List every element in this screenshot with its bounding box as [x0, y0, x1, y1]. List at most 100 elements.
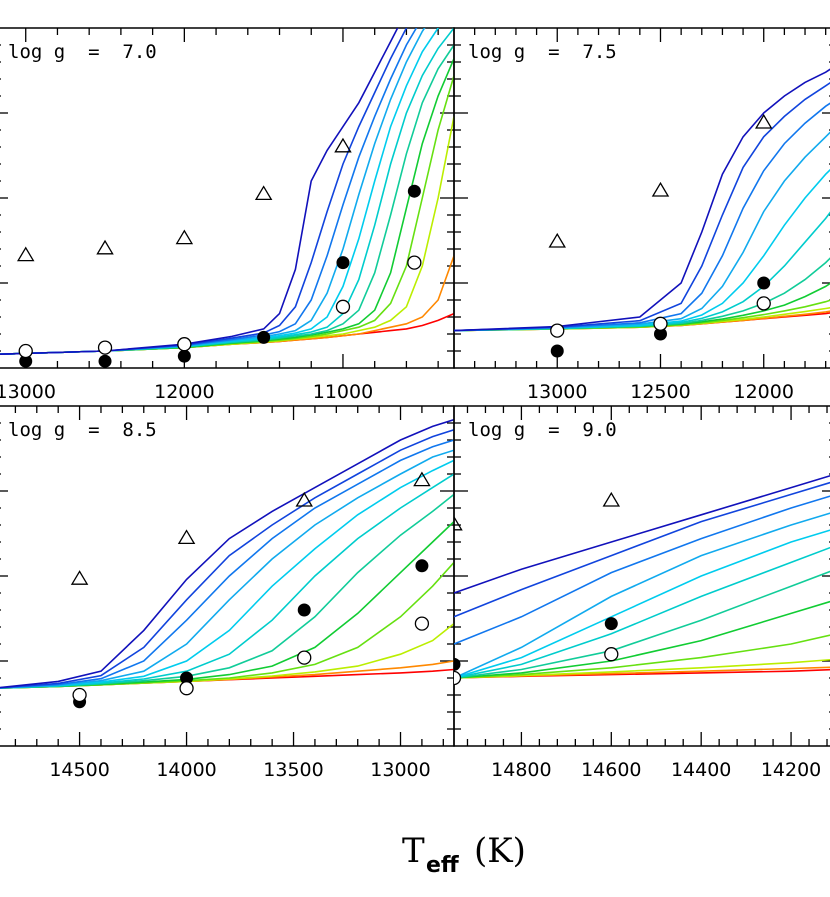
- model-curve-4: [454, 634, 830, 679]
- model-curve-10: [454, 495, 830, 645]
- open-circle-marker: [297, 650, 312, 665]
- x-axis-title: T eff (K): [402, 831, 526, 878]
- model-curve-3: [0, 116, 454, 356]
- panel-frame: [453, 405, 830, 747]
- open-circle-marker: [454, 670, 462, 686]
- open-triangle-marker: [454, 515, 463, 531]
- x-tick-label: 14500: [49, 759, 109, 781]
- panel-frame: [0, 405, 455, 747]
- model-curve-9: [0, 449, 454, 689]
- filled-circle-marker: [604, 617, 618, 631]
- x-tick-label: 14000: [156, 759, 216, 781]
- model-curve-7: [0, 28, 454, 356]
- model-curve-10: [0, 28, 418, 356]
- y-ticks: [454, 44, 830, 352]
- open-circle-marker: [177, 337, 192, 352]
- model-curve-7: [454, 211, 830, 332]
- open-circle-marker: [18, 343, 33, 359]
- x-tick-label: 11000: [313, 381, 373, 403]
- open-triangle-marker: [295, 491, 313, 507]
- filled-circle-marker: [653, 327, 667, 341]
- data-markers: [16, 137, 422, 368]
- filled-circle-marker: [180, 671, 194, 685]
- model-curve-7: [0, 473, 454, 689]
- model-curve-12: [454, 68, 830, 332]
- model-curves: [454, 68, 830, 332]
- open-triangle-marker: [96, 239, 114, 255]
- model-curve-12: [0, 28, 399, 356]
- open-triangle-marker: [651, 181, 670, 197]
- panels-layer: 13000 12000 11000 log g = 7.0 13000 12500 1200…: [0, 27, 830, 781]
- open-triangle-marker: [334, 137, 352, 153]
- filled-circle-marker: [297, 603, 311, 617]
- x-tick-label: 12000: [734, 381, 794, 403]
- data-markers: [70, 471, 431, 709]
- open-circle-marker: [97, 340, 113, 355]
- model-curves: [454, 474, 830, 679]
- model-curve-8: [454, 529, 830, 679]
- model-curve-10: [0, 439, 454, 689]
- panel-label: log g = 8.5: [8, 419, 157, 441]
- panel-frame: [0, 27, 455, 369]
- filled-circle-marker: [177, 349, 191, 363]
- x-tick-label: 14600: [581, 759, 641, 781]
- x-tick-label: 13000: [370, 759, 430, 781]
- model-curve-11: [454, 82, 830, 332]
- x-axis-title-main: T: [402, 831, 425, 871]
- x-tick-label: 13000: [0, 381, 56, 403]
- filled-circle-marker: [257, 330, 271, 344]
- x-tick-label: 13500: [263, 759, 323, 781]
- open-triangle-marker: [754, 113, 773, 129]
- model-curve-5: [454, 600, 830, 679]
- x-tick-label: 14800: [491, 759, 551, 781]
- panel-label: log g = 9.0: [468, 419, 617, 441]
- model-curve-6: [454, 257, 830, 332]
- x-ticks: [466, 406, 828, 746]
- model-curve-10: [454, 102, 830, 332]
- data-markers: [454, 491, 621, 686]
- x-axis-title-unit: (K): [474, 831, 526, 871]
- model-curve-9: [0, 28, 426, 356]
- x-tick-label: 12500: [630, 381, 690, 403]
- model-curve-6: [454, 570, 830, 679]
- open-circle-marker: [179, 681, 194, 696]
- model-curve-5: [0, 58, 454, 356]
- open-circle-marker: [653, 316, 668, 331]
- open-triangle-marker: [254, 185, 273, 201]
- model-curve-6: [0, 493, 454, 689]
- x-axis-title-subscript: eff: [426, 853, 460, 878]
- data-markers: [548, 113, 773, 358]
- open-circle-marker: [756, 296, 771, 311]
- model-curves: [0, 28, 454, 356]
- x-tick-label: 14200: [761, 759, 821, 781]
- model-curve-11: [0, 28, 408, 356]
- model-curve-11: [454, 481, 830, 618]
- filled-circle-marker: [19, 354, 33, 368]
- model-curve-8: [0, 459, 454, 689]
- open-triangle-marker: [70, 570, 89, 585]
- filled-circle-marker: [757, 276, 771, 290]
- open-triangle-marker: [602, 491, 621, 507]
- filled-circle-marker: [98, 354, 112, 368]
- panel-label: log g = 7.0: [8, 41, 157, 63]
- model-curve-9: [454, 131, 830, 332]
- open-circle-marker: [550, 323, 565, 338]
- model-curve-4: [0, 75, 454, 356]
- filled-circle-marker: [415, 559, 429, 573]
- filled-circle-marker: [550, 344, 564, 358]
- model-curve-8: [454, 168, 830, 332]
- filled-circle-marker: [454, 657, 461, 671]
- panel-1: 13000 12000 11000 log g = 7.0: [0, 27, 455, 403]
- open-circle-marker: [604, 647, 619, 662]
- x-ticks: [14, 406, 444, 746]
- filled-circle-marker: [407, 184, 421, 198]
- open-circle-marker: [335, 299, 351, 314]
- model-curve-5: [0, 521, 454, 689]
- open-circle-marker: [407, 255, 422, 270]
- model-curve-1: [0, 312, 454, 356]
- open-triangle-marker: [177, 529, 196, 545]
- open-circle-marker: [414, 616, 430, 631]
- model-curve-9: [454, 512, 830, 679]
- model-curve-12: [0, 418, 454, 689]
